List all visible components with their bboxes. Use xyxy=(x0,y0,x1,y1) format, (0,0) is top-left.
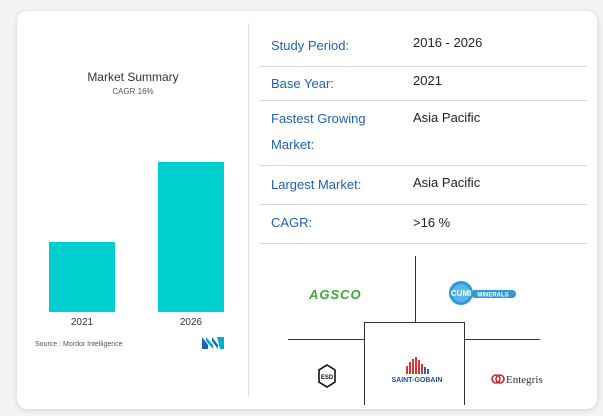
x-tick-label: 2026 xyxy=(179,317,203,328)
entegris-logo-text: Entegris xyxy=(506,374,543,386)
source-note: Source : Mordor Intelligence xyxy=(35,341,123,348)
row-value: 2016 - 2026 xyxy=(413,35,483,50)
minerals-logo-text: MINERALS xyxy=(477,293,508,299)
row-value: 2021 xyxy=(413,73,442,88)
grid-line xyxy=(464,322,465,405)
row-label: Study Period: xyxy=(271,38,350,53)
row-value: Asia Pacific xyxy=(413,110,481,125)
saint-gobain-logo: SAINT-GOBAIN xyxy=(392,357,443,384)
row-value: >16 % xyxy=(413,215,451,230)
grid-line xyxy=(288,339,364,340)
agsco-logo: AGSCO xyxy=(309,287,362,301)
cumi-minerals-logo: CUMI MINERALS xyxy=(449,281,516,305)
esd-logo: ESD xyxy=(318,364,336,388)
row-label: Largest Market: xyxy=(271,177,362,192)
row-fastest-growing-market: Fastest Growing Market: Asia Pacific xyxy=(259,101,587,166)
chart-subtitle: CAGR 16% xyxy=(112,87,154,96)
row-value: Asia Pacific xyxy=(413,175,481,190)
cumi-logo-text: CUMI xyxy=(451,289,471,298)
saint-gobain-logo-text: SAINT-GOBAIN xyxy=(392,377,443,384)
row-cagr: CAGR: >16 % xyxy=(259,205,587,244)
agsco-logo-text: AGSCO xyxy=(309,287,362,301)
grid-line xyxy=(364,322,365,405)
grid-line xyxy=(415,256,416,322)
row-base-year: Base Year: 2021 xyxy=(259,67,587,101)
row-label: Base Year: xyxy=(271,76,334,91)
esd-logo-text: ESD xyxy=(321,375,334,381)
row-label-line2: Market: xyxy=(271,137,315,152)
market-summary-card: Market Summary CAGR 16% 2021 2026 Source … xyxy=(17,11,597,409)
row-study-period: Study Period: 2016 - 2026 xyxy=(259,25,587,67)
chart-title: Market Summary xyxy=(87,70,179,84)
grid-line xyxy=(364,322,464,323)
row-label-line1: Fastest Growing xyxy=(271,111,366,126)
bar-2026 xyxy=(158,162,224,312)
row-label: CAGR: xyxy=(271,215,313,230)
grid-line xyxy=(464,339,540,340)
key-players-logos: AGSCO CUMI MINERALS ESD xyxy=(259,255,587,405)
panel-divider xyxy=(248,23,249,397)
x-tick-label: 2021 xyxy=(70,317,94,328)
entegris-logo: Entegris xyxy=(491,374,543,386)
row-largest-market: Largest Market: Asia Pacific xyxy=(259,166,587,205)
bar-2021 xyxy=(49,242,115,312)
mordor-intelligence-logo-icon xyxy=(202,337,224,349)
